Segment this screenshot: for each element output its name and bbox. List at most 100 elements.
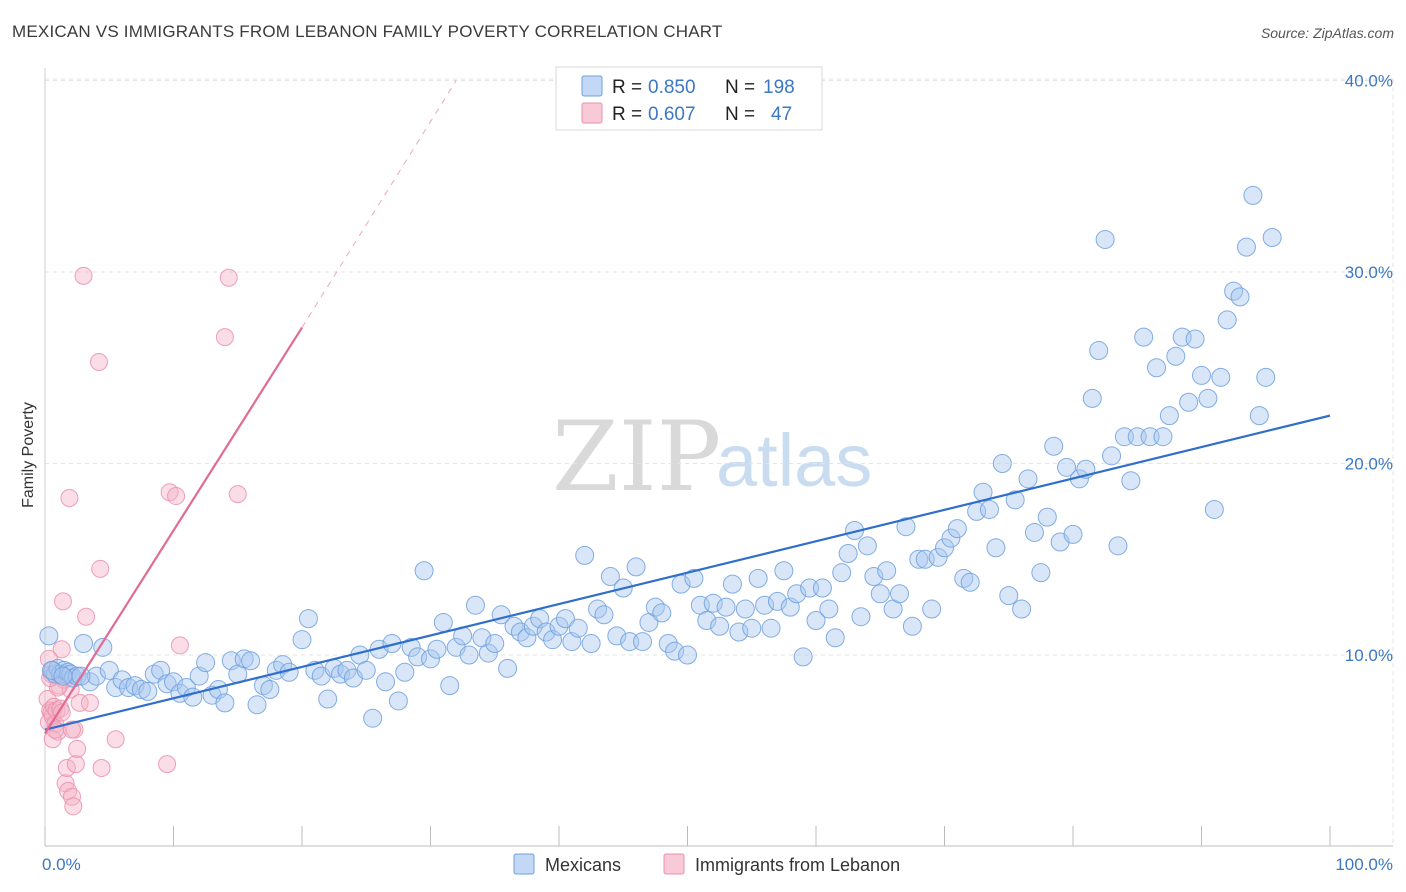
mexicans-point-32 [215, 693, 235, 713]
mexicans-point-141 [922, 599, 942, 619]
mexicans-point-187 [1217, 310, 1237, 330]
y-tick-label-40: 40.0% [1345, 72, 1393, 91]
mexicans-point-192 [1249, 406, 1269, 426]
mexicans-point-179 [1166, 346, 1186, 366]
mexicans-point-100 [658, 634, 678, 654]
lebanon-point-32 [158, 755, 177, 774]
mexicans-point-78 [517, 628, 537, 648]
legend-r-value-lebanon: 0.607 [648, 104, 696, 125]
lebanon-point-38 [228, 485, 247, 504]
mexicans-point-44 [298, 609, 318, 629]
mexicans-point-29 [196, 653, 216, 673]
lebanon-point-27 [80, 693, 99, 712]
trendline-lebanon [44, 326, 303, 735]
mexicans-point-113 [742, 618, 762, 638]
series-mexicans-points [39, 185, 1282, 728]
axes [44, 68, 1393, 847]
legend-r-value-mexicans: 0.850 [648, 77, 696, 98]
mexicans-point-167 [1089, 341, 1109, 361]
mexicans-point-115 [755, 595, 775, 615]
mexicans-point-14 [99, 660, 119, 680]
y-tick-label-30: 30.0% [1345, 263, 1393, 282]
mexicans-point-53 [356, 660, 376, 680]
mexicans-point-64 [427, 639, 447, 659]
trendline-lebanon-extension [301, 80, 457, 328]
lebanon-point-19 [62, 787, 81, 806]
mexicans-point-107 [703, 593, 723, 613]
mexicans-point-19 [131, 679, 151, 699]
trendline-mexicans [44, 414, 1331, 731]
lebanon-point-31 [106, 730, 125, 749]
bottom-legend-swatch-mexicans [513, 853, 535, 875]
mexicans-point-104 [684, 568, 704, 588]
mexicans-point-143 [935, 538, 954, 558]
mexicans-point-124 [812, 578, 832, 598]
mexicans-point-155 [1012, 599, 1032, 619]
x-tick-label-max: 100.0% [1335, 855, 1393, 874]
mexicans-point-111 [729, 622, 749, 642]
mexicans-point-88 [581, 634, 601, 654]
mexicans-point-190 [1236, 237, 1256, 257]
mexicans-point-154 [1005, 490, 1025, 510]
mexicans-point-150 [979, 499, 999, 519]
mexicans-point-160 [1044, 436, 1064, 456]
mexicans-point-176 [1147, 358, 1167, 378]
mexicans-point-126 [825, 628, 845, 648]
mexicans-point-16 [112, 670, 132, 690]
mexicans-point-158 [1031, 563, 1051, 583]
mexicans-point-193 [1256, 367, 1276, 387]
mexicans-point-156 [1018, 469, 1038, 489]
mexicans-point-58 [388, 691, 408, 711]
mexicans-point-75 [498, 658, 518, 678]
mexicans-point-54 [363, 708, 383, 728]
lebanon-point-42 [52, 703, 71, 722]
legend-r-label-mexicans: R = [612, 77, 642, 98]
legend-n-value-mexicans: 198 [763, 77, 795, 98]
mexicans-point-181 [1179, 392, 1199, 412]
watermark-atlas: atlas [716, 419, 872, 502]
correlation-legend: R = 0.850 N = 198 R = 0.607 N = 47 [555, 66, 823, 131]
lebanon-point-35 [170, 636, 189, 655]
legend-swatch-lebanon [581, 102, 603, 124]
mexicans-point-20 [138, 681, 158, 701]
mexicans-point-26 [176, 678, 196, 698]
x-tick-label-min: 0.0% [42, 855, 81, 874]
mexicans-point-84 [555, 609, 575, 629]
mexicans-point-133 [870, 584, 890, 604]
mexicans-point-120 [787, 584, 807, 604]
mexicans-point-62 [414, 561, 434, 581]
mexicans-point-151 [986, 538, 1006, 558]
mexicans-point-90 [594, 605, 614, 625]
lebanon-point-29 [91, 559, 110, 578]
mexicans-point-41 [273, 655, 293, 675]
mexicans-point-63 [421, 649, 440, 669]
mexicans-point-101 [665, 641, 685, 661]
mexicans-point-128 [838, 544, 858, 564]
mexicans-point-59 [395, 662, 415, 682]
mexicans-point-127 [832, 563, 852, 583]
mexicans-point-73 [485, 634, 505, 654]
mexicans-point-152 [992, 454, 1012, 473]
mexicans-point-12 [86, 666, 106, 686]
bottom-legend-swatch-lebanon [663, 853, 685, 875]
chart-title: MEXICAN VS IMMIGRANTS FROM LEBANON FAMIL… [12, 22, 723, 41]
mexicans-point-106 [697, 611, 717, 631]
mexicans-point-189 [1230, 287, 1250, 307]
mexicans-point-184 [1198, 388, 1218, 408]
legend-n-value-lebanon: 47 [771, 104, 792, 125]
mexicans-point-24 [164, 672, 183, 692]
mexicans-point-0 [39, 626, 59, 646]
legend-n-label-lebanon: N = [725, 104, 755, 125]
mexicans-point-116 [761, 618, 781, 638]
mexicans-point-39 [260, 679, 280, 699]
mexicans-point-110 [722, 574, 742, 594]
series-legend: Mexicans Immigrants from Lebanon [513, 853, 900, 875]
source-label: Source: ZipAtlas.com [1260, 25, 1394, 41]
mexicans-point-95 [626, 557, 646, 577]
mexicans-point-99 [652, 603, 672, 623]
mexicans-point-138 [902, 616, 922, 636]
mexicans-point-87 [575, 545, 595, 565]
mexicans-point-130 [851, 607, 871, 627]
mexicans-point-65 [433, 612, 453, 632]
y-tick-label-20: 20.0% [1345, 455, 1393, 474]
